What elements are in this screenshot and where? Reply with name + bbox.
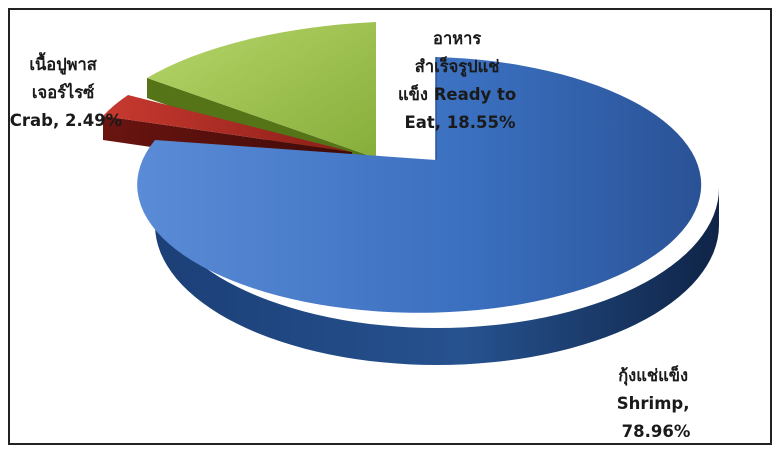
- slice-shrimp: [137, 57, 719, 365]
- label-shrimp-line-1: กุ้งแช่แข็ง: [618, 364, 688, 386]
- slice-shrimp-top: [137, 57, 702, 313]
- label-ready-to-eat: อาหาร สำเร็จรูปแช่ แข็ง Ready to Eat, 18…: [398, 29, 522, 132]
- label-crab: เนื้อปูพาส เจอร์ไรซ์ Crab, 2.49%: [10, 52, 123, 130]
- label-shrimp-line-2: Shrimp,: [617, 394, 690, 413]
- label-shrimp: กุ้งแช่แข็ง Shrimp, 78.96%: [617, 364, 695, 441]
- label-rte-line-1: อาหาร: [433, 29, 481, 48]
- slice-ready-to-eat-top: [147, 22, 376, 158]
- label-crab-line-3: Crab, 2.49%: [10, 111, 123, 130]
- label-rte-line-2: สำเร็จรูปแช่: [415, 55, 500, 78]
- slice-crab-top: [103, 95, 352, 152]
- label-rte-line-4: Eat, 18.55%: [404, 113, 515, 132]
- label-crab-line-2: เจอร์ไรซ์: [32, 82, 94, 102]
- label-crab-line-1: เนื้อปูพาส: [29, 52, 97, 76]
- label-rte-line-3: แข็ง Ready to: [398, 83, 516, 104]
- label-shrimp-line-3: 78.96%: [622, 422, 691, 441]
